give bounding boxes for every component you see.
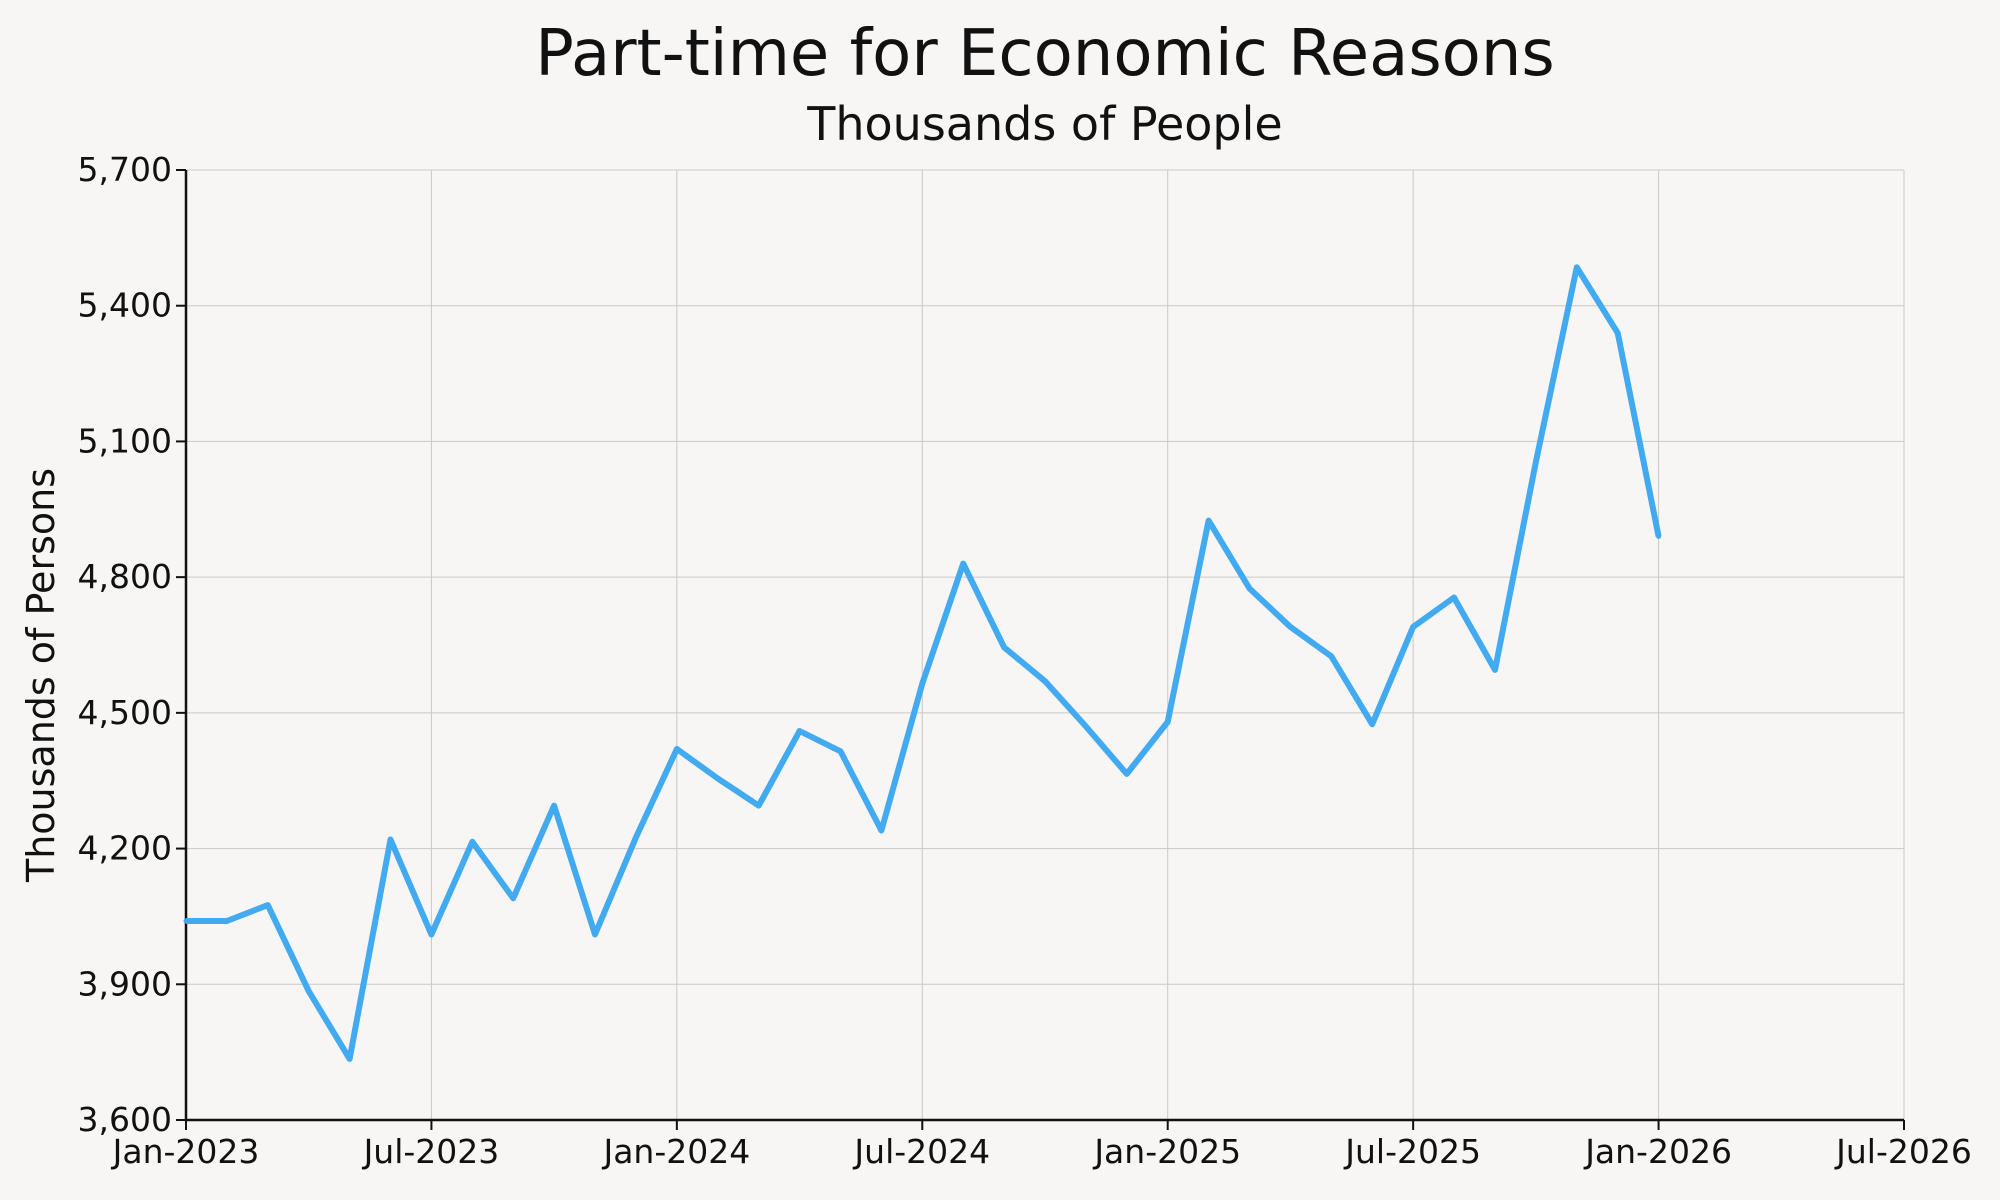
data-point bbox=[1124, 771, 1130, 777]
y-tick-label: 5,400 bbox=[78, 286, 172, 325]
data-point bbox=[510, 895, 516, 901]
y-tick-label: 3,600 bbox=[78, 1100, 172, 1139]
axes bbox=[176, 169, 1905, 1130]
data-point bbox=[756, 803, 762, 809]
data-point bbox=[388, 837, 393, 842]
data-point bbox=[838, 748, 843, 754]
y-tick-label: 4,800 bbox=[78, 557, 172, 596]
data-point bbox=[674, 746, 680, 752]
data-point bbox=[224, 918, 230, 924]
data-point bbox=[878, 828, 884, 833]
chart-title: Part-time for Economic Reasons bbox=[535, 17, 1554, 91]
data-point bbox=[1410, 624, 1416, 630]
gridlines bbox=[185, 169, 1905, 1121]
data-point bbox=[1206, 518, 1212, 524]
y-axis-label: Thousands of Persons bbox=[19, 468, 63, 883]
data-point bbox=[1328, 653, 1334, 659]
data-point bbox=[1656, 533, 1662, 539]
y-tick-label: 4,500 bbox=[78, 693, 172, 732]
data-point bbox=[715, 776, 721, 781]
y-tick-label: 5,100 bbox=[78, 421, 172, 460]
data-point bbox=[1042, 678, 1048, 684]
data-point bbox=[1492, 667, 1498, 673]
x-tick-label: Jul-2025 bbox=[1343, 1132, 1481, 1171]
data-point bbox=[469, 839, 475, 845]
x-tick-label: Jul-2026 bbox=[1834, 1132, 1972, 1171]
data-point bbox=[306, 988, 312, 994]
x-tick-label: Jan-2026 bbox=[1583, 1132, 1732, 1171]
data-point bbox=[1451, 595, 1457, 600]
data-point bbox=[1247, 586, 1252, 591]
data-point bbox=[1287, 624, 1293, 630]
data-point bbox=[1615, 330, 1621, 336]
y-tick-label: 3,900 bbox=[78, 964, 172, 1003]
data-point bbox=[1533, 459, 1539, 465]
x-tick-label: Jan-2024 bbox=[601, 1132, 750, 1171]
data-point bbox=[919, 681, 925, 686]
data-point bbox=[183, 918, 189, 924]
y-tick-label: 4,200 bbox=[78, 829, 172, 868]
x-tick-label: Jan-2023 bbox=[111, 1132, 260, 1171]
tick-labels: 3,600 3,900 4,200 4,500 4,800 5,100 5,400 5,700… bbox=[78, 150, 1972, 1171]
data-point bbox=[265, 902, 271, 908]
data-point bbox=[1001, 644, 1007, 650]
data-point bbox=[428, 932, 434, 937]
data-point bbox=[1083, 723, 1089, 729]
data-point bbox=[551, 803, 557, 809]
data-point bbox=[633, 834, 639, 840]
data-point bbox=[347, 1056, 353, 1062]
x-tick-label: Jul-2024 bbox=[852, 1132, 990, 1171]
data-point bbox=[1574, 264, 1580, 270]
data-point bbox=[592, 932, 598, 937]
x-tick-label: Jan-2025 bbox=[1092, 1132, 1241, 1171]
data-point bbox=[1369, 721, 1375, 727]
series-group bbox=[183, 264, 1662, 1062]
chart-subtitle: Thousands of People bbox=[806, 97, 1282, 151]
data-point bbox=[797, 728, 803, 734]
data-point bbox=[960, 561, 966, 567]
y-tick-label: 5,700 bbox=[78, 150, 172, 189]
data-point bbox=[1165, 719, 1171, 725]
x-tick-label: Jul-2023 bbox=[362, 1132, 500, 1171]
